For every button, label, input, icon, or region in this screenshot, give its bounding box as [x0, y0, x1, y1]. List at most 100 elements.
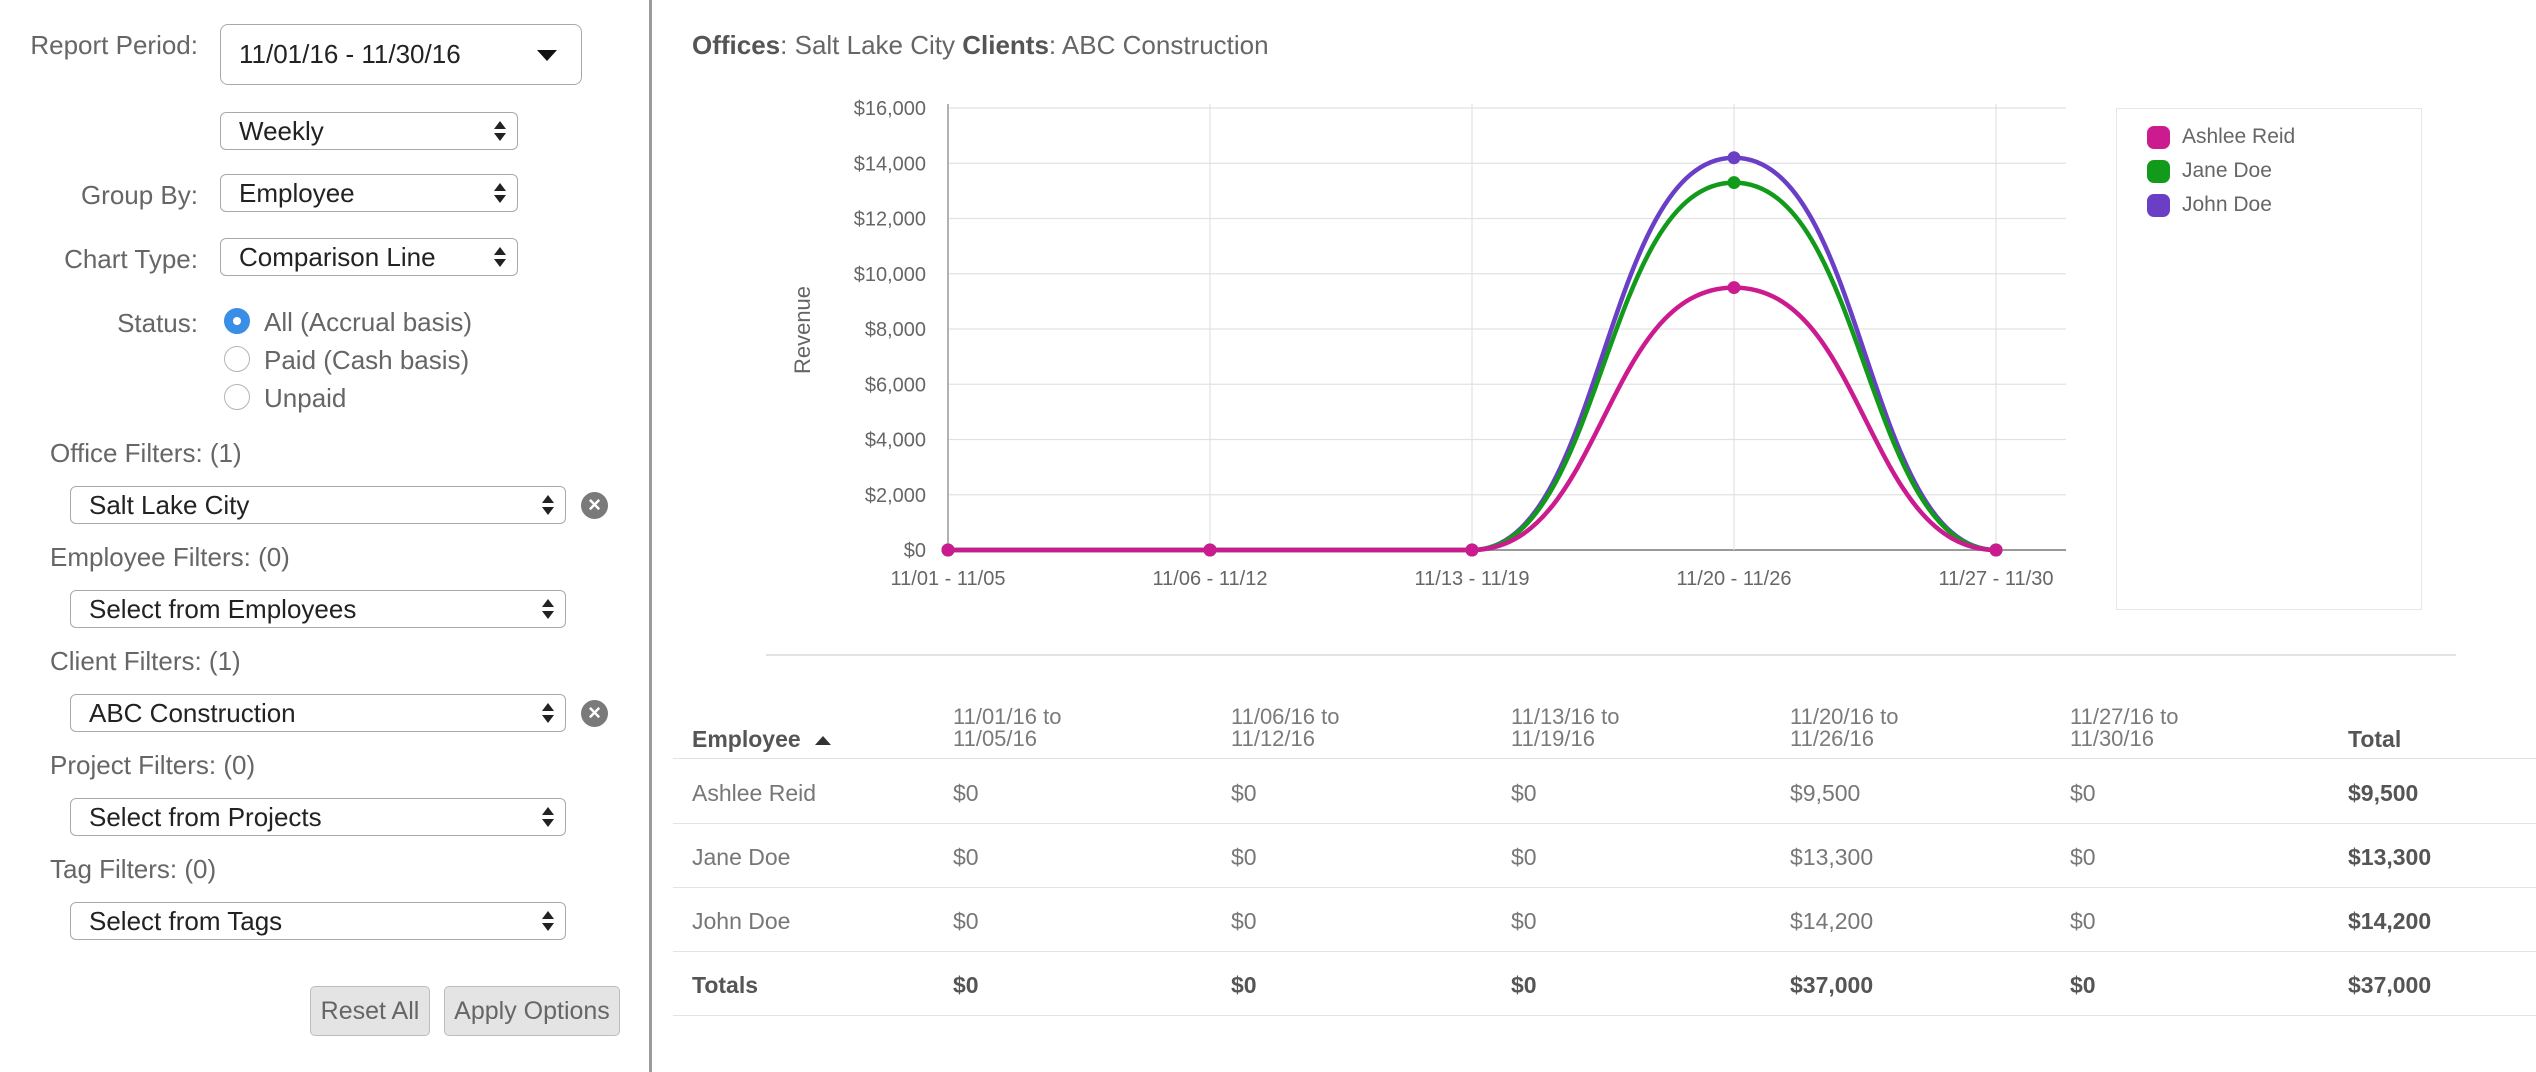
data-point — [1727, 151, 1741, 165]
header-line: 11/19/16 — [1511, 726, 1596, 751]
table-row: John Doe $0 $0 $0 $14,200 $0 $14,200 — [673, 888, 2536, 952]
offices-value: : Salt Lake City — [780, 30, 963, 60]
employee-filters-label: Employee Filters: (0) — [50, 542, 290, 572]
value-cell: $0 — [2070, 844, 2096, 870]
status-radio-all[interactable] — [224, 308, 250, 334]
data-point — [1727, 281, 1741, 295]
value-cell: $0 — [1511, 780, 1537, 806]
tag-filter-select[interactable]: Select from Tags — [70, 902, 566, 940]
legend-item[interactable]: John Doe — [2147, 190, 2272, 220]
reset-all-button[interactable]: Reset All — [310, 986, 430, 1036]
sidebar-divider — [649, 0, 652, 1072]
table-header-row: Employee 11/01/16 to 11/05/16 11/06/16 to 11… — [673, 700, 2536, 759]
y-tick-label: $10,000 — [854, 264, 926, 286]
chart-type-label: Chart Type: — [64, 244, 198, 274]
y-tick-label: $2,000 — [865, 485, 926, 507]
filters-summary: Offices: Salt Lake City Clients: ABC Con… — [692, 30, 1269, 61]
legend-swatch — [2147, 193, 2170, 217]
project-filter-placeholder: Select from Projects — [89, 801, 322, 832]
legend-item[interactable]: Ashlee Reid — [2147, 122, 2295, 152]
value-cell: $0 — [1231, 972, 1257, 998]
legend-label: John Doe — [2182, 193, 2272, 216]
clear-client-filter-icon[interactable]: × — [581, 700, 608, 727]
legend-item[interactable]: Jane Doe — [2147, 156, 2272, 186]
office-filter-select[interactable]: Salt Lake City — [70, 486, 566, 524]
client-filter-value: ABC Construction — [89, 697, 296, 728]
x-tick-label: 11/06 - 11/12 — [1153, 568, 1268, 590]
office-filter-value: Salt Lake City — [89, 489, 250, 520]
table-row: Jane Doe $0 $0 $0 $13,300 $0 $13,300 — [673, 824, 2536, 888]
select-arrows-icon — [541, 494, 555, 516]
clear-office-filter-icon[interactable]: × — [581, 492, 608, 519]
x-tick-label: 11/01 - 11/05 — [891, 568, 1006, 590]
data-point — [1465, 543, 1479, 557]
project-filter-select[interactable]: Select from Projects — [70, 798, 566, 836]
data-point — [941, 543, 955, 557]
legend-swatch — [2147, 159, 2170, 183]
header-line: 11/01/16 to — [953, 704, 1062, 729]
x-tick-label: 11/13 - 11/19 — [1415, 568, 1530, 590]
row-label-cell: Jane Doe — [692, 844, 791, 870]
group-by-value: Employee — [239, 177, 355, 208]
status-radio-unpaid[interactable] — [224, 384, 250, 410]
value-cell: $0 — [1511, 844, 1537, 870]
y-tick-label: $8,000 — [865, 319, 926, 341]
select-arrows-icon — [493, 182, 507, 204]
header-line: 11/30/16 — [2070, 726, 2155, 751]
apply-options-button[interactable]: Apply Options — [444, 986, 620, 1036]
employee-filter-placeholder: Select from Employees — [89, 593, 357, 624]
status-option-unpaid: Unpaid — [264, 383, 347, 413]
employee-column-header[interactable]: Employee — [692, 728, 892, 751]
value-cell: $0 — [1231, 844, 1257, 870]
legend-label: Ashlee Reid — [2182, 125, 2296, 148]
select-arrows-icon — [541, 910, 555, 932]
employee-filter-select[interactable]: Select from Employees — [70, 590, 566, 628]
select-arrows-icon — [541, 806, 555, 828]
report-period-value: 11/01/16 - 11/30/16 — [239, 39, 461, 69]
clients-value: : ABC Construction — [1048, 30, 1269, 60]
period-column-header[interactable]: 11/20/16 to 11/26/16 — [1790, 706, 1990, 750]
series-line-ashlee-reid — [948, 285, 1997, 553]
client-filter-select[interactable]: ABC Construction — [70, 694, 566, 732]
period-column-header[interactable]: 11/27/16 to 11/30/16 — [2070, 706, 2270, 750]
chart-type-select[interactable]: Comparison Line — [220, 238, 518, 276]
total-cell: $14,200 — [2348, 908, 2432, 934]
tag-filters-label: Tag Filters: (0) — [50, 854, 217, 884]
total-cell: $9,500 — [2348, 780, 2419, 806]
status-option-paid: Paid (Cash basis) — [264, 345, 470, 375]
value-cell: $9,500 — [1790, 780, 1861, 806]
value-cell: $13,300 — [1790, 844, 1874, 870]
value-cell: $0 — [1231, 908, 1257, 934]
data-point — [1989, 543, 2003, 557]
value-cell: $0 — [1231, 780, 1257, 806]
legend-swatch — [2147, 125, 2170, 149]
status-radio-paid[interactable] — [224, 346, 250, 372]
clients-key: Clients — [962, 30, 1049, 60]
total-column-header[interactable]: Total — [2348, 726, 2402, 752]
period-column-header[interactable]: 11/06/16 to 11/12/16 — [1231, 706, 1431, 750]
select-arrows-icon — [541, 598, 555, 620]
value-cell: $0 — [2070, 908, 2096, 934]
x-tick-label: 11/20 - 11/26 — [1677, 568, 1792, 590]
select-arrows-icon — [493, 246, 507, 268]
report-period-dropdown[interactable]: 11/01/16 - 11/30/16 — [220, 24, 582, 85]
period-column-header[interactable]: 11/01/16 to 11/05/16 — [953, 706, 1153, 750]
header-line: 11/20/16 to — [1790, 704, 1899, 729]
interval-value: Weekly — [239, 115, 324, 146]
y-axis-label: Revenue — [790, 286, 815, 374]
data-point — [1203, 543, 1217, 557]
chart-legend: Ashlee Reid Jane Doe John Doe — [2116, 108, 2422, 610]
value-cell: $14,200 — [1790, 908, 1874, 934]
value-cell: $0 — [953, 844, 979, 870]
header-line: 11/26/16 — [1790, 726, 1875, 751]
y-tick-label: $6,000 — [865, 374, 926, 396]
value-cell: $0 — [953, 908, 979, 934]
row-label-cell: Ashlee Reid — [692, 780, 817, 806]
caret-down-icon — [537, 49, 557, 61]
value-cell: $0 — [1511, 972, 1537, 998]
group-by-select[interactable]: Employee — [220, 174, 518, 212]
period-column-header[interactable]: 11/13/16 to 11/19/16 — [1511, 706, 1711, 750]
project-filters-label: Project Filters: (0) — [50, 750, 256, 780]
value-cell: $0 — [1511, 908, 1537, 934]
interval-select[interactable]: Weekly — [220, 112, 518, 150]
